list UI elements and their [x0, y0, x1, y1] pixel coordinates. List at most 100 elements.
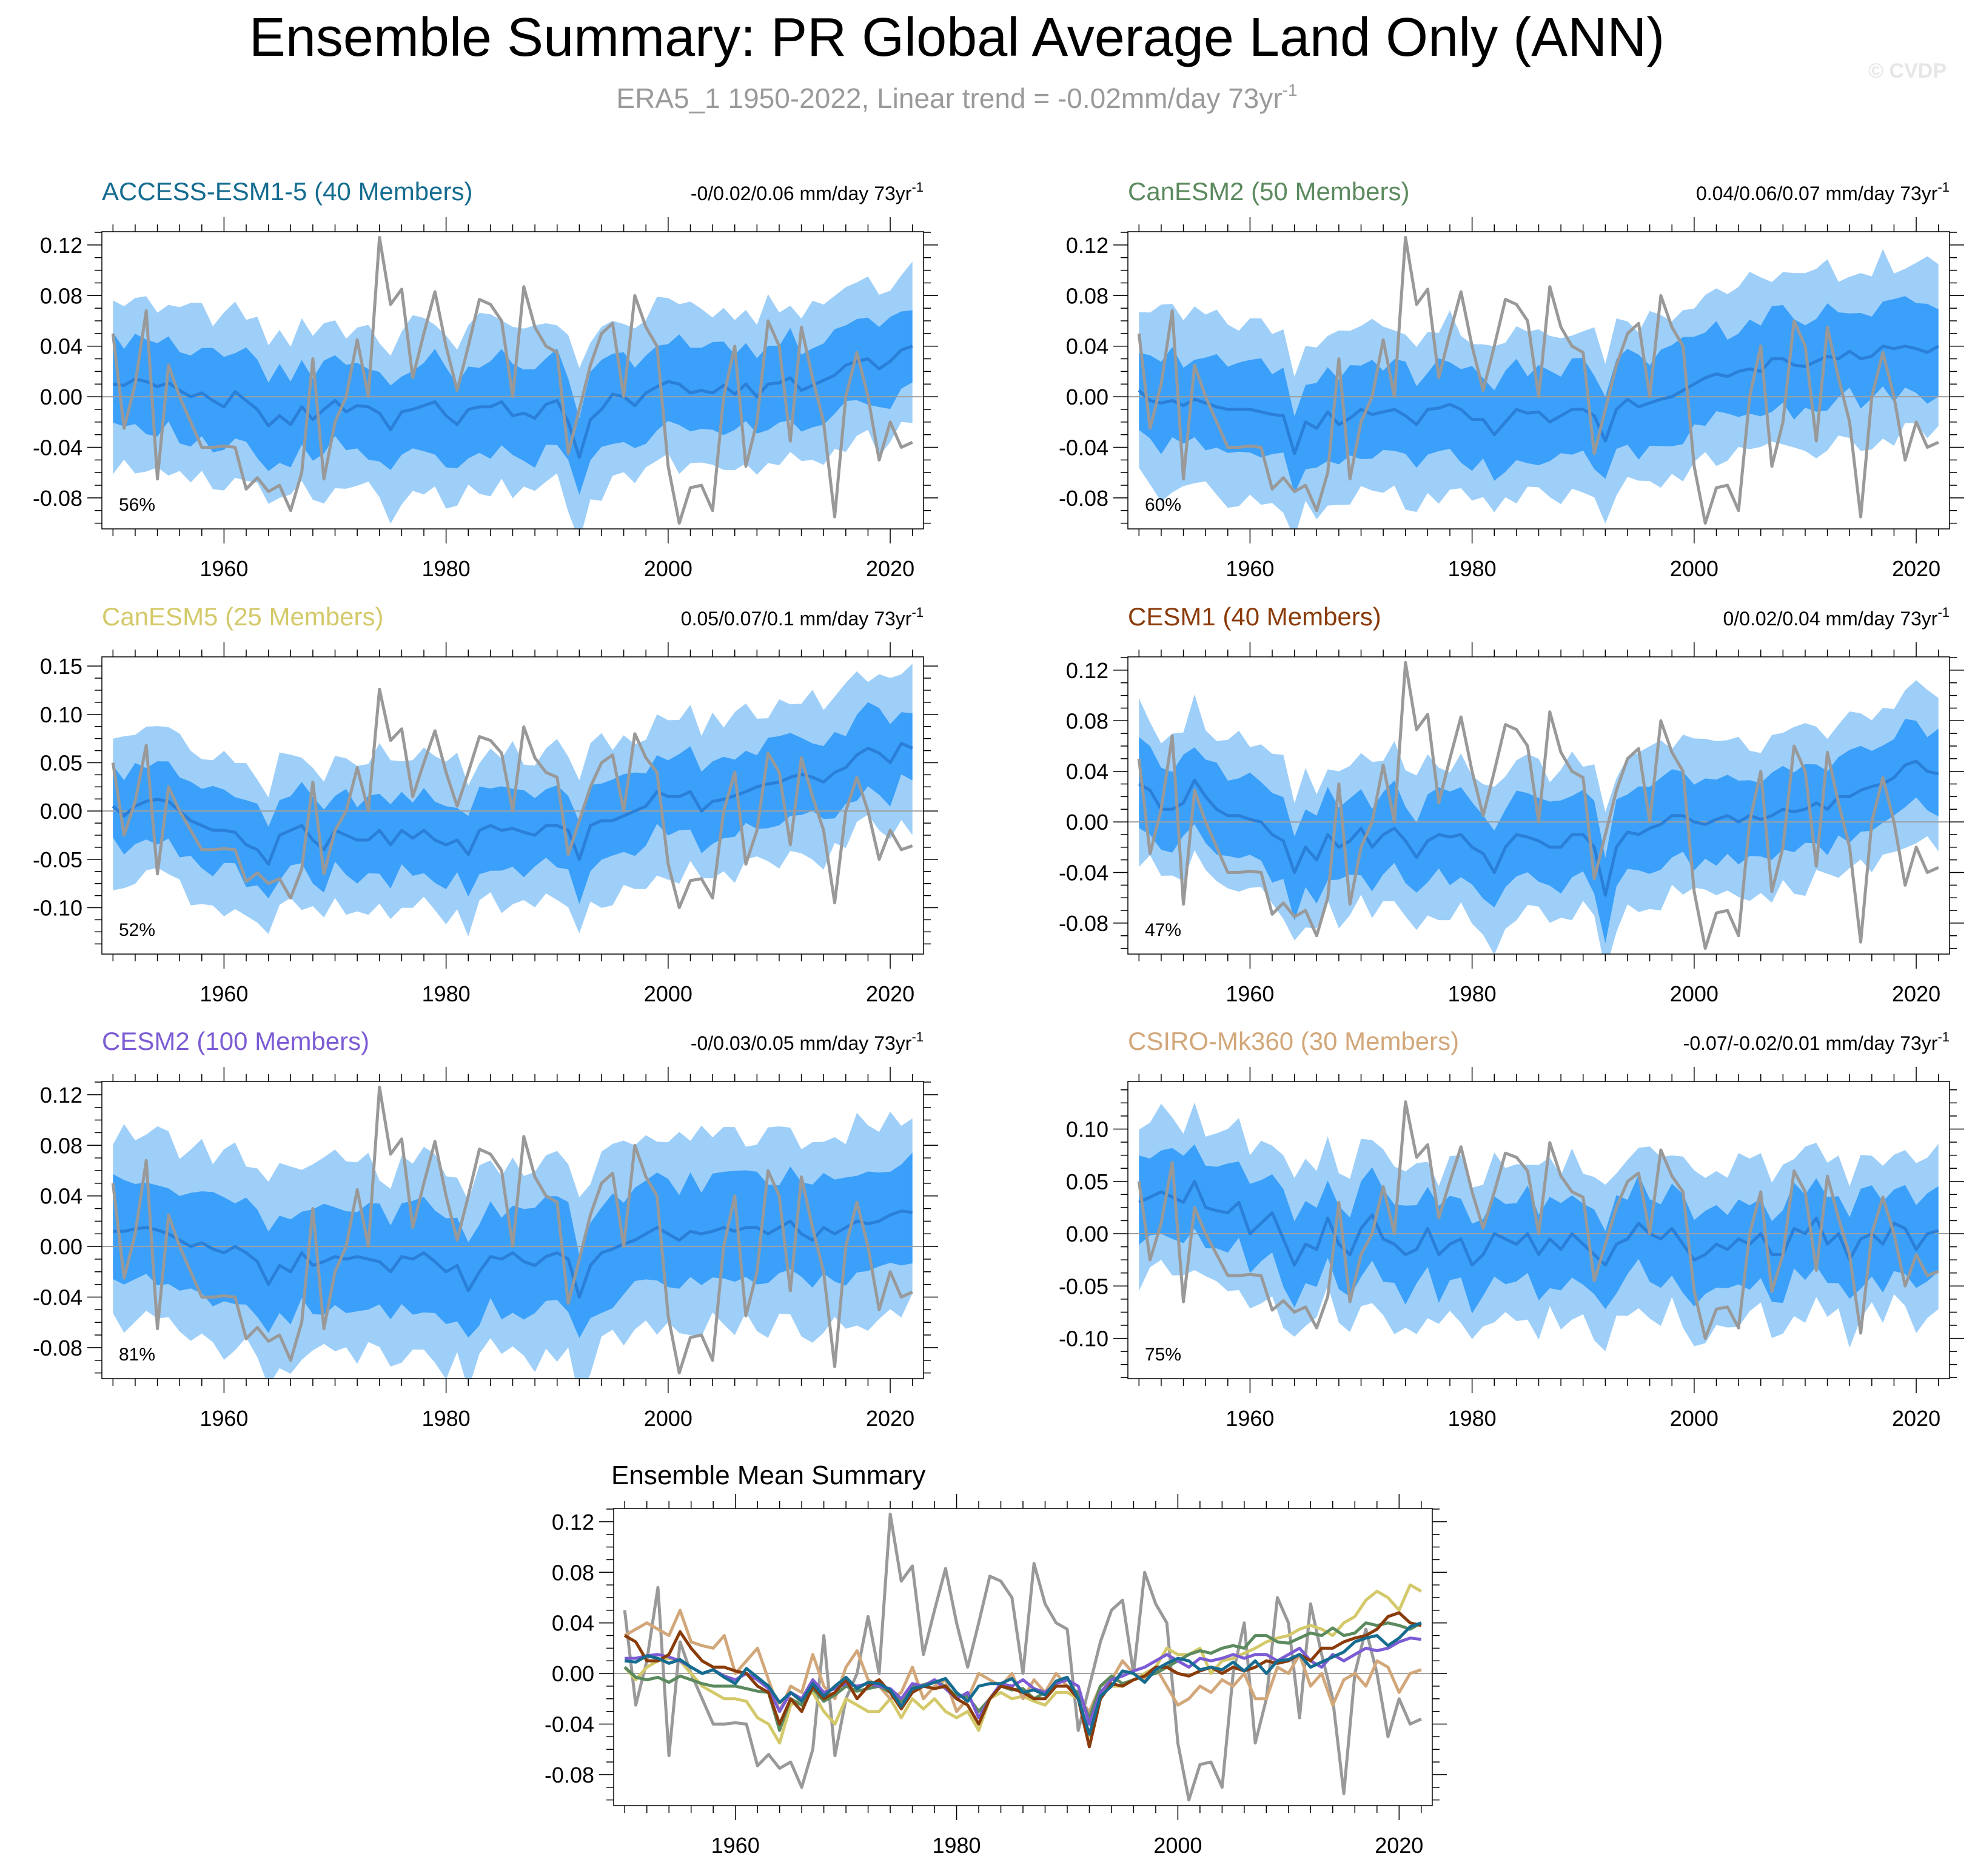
summary-y-tick-label: -0.04: [545, 1712, 594, 1737]
panel-4-plot-area: [1128, 661, 1950, 954]
panel-5-y-tick-label: 0.08: [40, 1133, 82, 1158]
page-subtitle: ERA5_1 1950-2022, Linear trend = -0.02mm…: [616, 81, 1297, 114]
summary-x-tick-label: 1980: [932, 1833, 981, 1858]
panel-1-trend-label: -0/0.02/0.06 mm/day 73yr-1: [691, 180, 924, 204]
panel-1-y-tick-label: 0.08: [40, 283, 82, 308]
summary-y-tick-label: 0.00: [552, 1661, 594, 1686]
panel-6-model-label: CSIRO-Mk360 (30 Members): [1128, 1027, 1459, 1055]
panel-6-plot-area: [1128, 1100, 1950, 1351]
panel-5-percent-label: 81%: [119, 1345, 155, 1365]
summary-y-tick-label: 0.12: [552, 1510, 594, 1535]
panel-3-trend-label: 0.05/0.07/0.1 mm/day 73yr-1: [681, 605, 924, 630]
panel-3-x-tick-label: 1980: [422, 981, 471, 1006]
panel-6-y-tick-label: 0.05: [1066, 1169, 1108, 1194]
panel-5-trend-label: -0/0.03/0.05 mm/day 73yr-1: [691, 1029, 924, 1054]
panel-5-trend-sup: -1: [911, 1029, 924, 1044]
panel-1-y-tick-label: 0.00: [40, 385, 82, 409]
panel-3-trend-sup: -1: [911, 605, 924, 620]
panel-1-trend-sup: -1: [911, 180, 924, 195]
page-title: Ensemble Summary: PR Global Average Land…: [249, 7, 1665, 68]
panel-1-model-label: ACCESS-ESM1-5 (40 Members): [102, 177, 472, 206]
panel-1-y-tick-label: 0.12: [40, 233, 82, 258]
panel-5: 1960 1980 2000 2020 0.12 0.08 0.04 0.00 -0.04 -0.…: [33, 1027, 938, 1431]
panel-4-inner-spread-band: [1139, 719, 1939, 944]
summary-x-tick-label: 2000: [1153, 1833, 1202, 1858]
panel-6-x-tick-label: 2020: [1892, 1406, 1940, 1431]
panel-1-ensemble-mean-line: [113, 345, 913, 459]
panel-4-x-tick-label: 1960: [1226, 981, 1274, 1006]
panel-2: 1960 1980 2000 2020 0.12 0.08 0.04 0.00 -0.04 -0.…: [1059, 177, 1964, 581]
panel-4-y-tick-label: 0.04: [1066, 759, 1108, 784]
panel-2-plot-area: [1128, 235, 1950, 529]
panel-2-trend-sup: -1: [1937, 180, 1950, 195]
panel-4-y-tick-label: 0.08: [1066, 708, 1108, 733]
panel-3-x-tick-label: 2020: [866, 981, 914, 1006]
panel-6-trend-text: -0.07/-0.02/0.01 mm/day 73yr: [1683, 1032, 1938, 1054]
panel-5-ensemble-mean-line: [113, 1209, 913, 1299]
panel-1-plot-area: [102, 235, 924, 529]
panel-4-percent-label: 47%: [1145, 920, 1181, 940]
panels-layer: 1960 1980 2000 2020 0.12 0.08 0.04 0.00 -0.04 -0.…: [33, 177, 1964, 1858]
summary-x-tick-label: 2020: [1375, 1833, 1423, 1858]
summary-ensemble-mean-5: [625, 1636, 1422, 1726]
panel-2-percent-label: 60%: [1145, 495, 1181, 515]
summary-ensemble-mean-6: [623, 1609, 1422, 1713]
panel-6-y-tick-label: -0.10: [1059, 1326, 1108, 1351]
panel-5-y-tick-label: -0.04: [33, 1285, 82, 1310]
panel-3-trend-text: 0.05/0.07/0.1 mm/day 73yr: [681, 608, 912, 630]
panel-5-model-label: CESM2 (100 Members): [102, 1027, 369, 1055]
panel-4-x-tick-label: 1980: [1448, 981, 1497, 1006]
panel-1-y-tick-label: -0.08: [33, 486, 82, 511]
summary-y-tick-label: 0.08: [552, 1560, 594, 1585]
panel-3-plot-area: [102, 664, 924, 936]
panel-2-x-tick-label: 2000: [1670, 556, 1718, 581]
panel-1-x-tick-label: 1980: [422, 556, 471, 581]
panel-4-trend-sup: -1: [1937, 605, 1950, 620]
panel-2-ensemble-mean-line: [1138, 345, 1939, 456]
panel-6: 1960 1980 2000 2020 0.10 0.05 0.00 -0.05 -0.10 CS…: [1059, 1027, 1964, 1431]
panel-1: 1960 1980 2000 2020 0.12 0.08 0.04 0.00 -0.04 -0.…: [33, 177, 938, 581]
panel-2-y-tick-label: -0.04: [1059, 435, 1108, 460]
panel-4-y-tick-label: 0.12: [1066, 658, 1108, 683]
summary-ensemble-mean-1: [624, 1621, 1422, 1736]
panel-4-y-tick-label: 0.00: [1066, 810, 1108, 835]
panel-6-y-tick-label: 0.10: [1066, 1117, 1108, 1142]
panel-3-model-label: CanESM5 (25 Members): [102, 602, 383, 631]
panel-1-inner-spread-band: [113, 310, 913, 495]
panel-2-y-tick-label: 0.12: [1066, 233, 1108, 258]
panel-3-y-tick-label: 0.15: [40, 654, 82, 679]
panel-4-x-tick-label: 2020: [1892, 981, 1940, 1006]
watermark: © CVDP: [1868, 59, 1946, 82]
panel-4-y-tick-label: -0.04: [1059, 861, 1108, 886]
panel-1-percent-label: 56%: [119, 495, 155, 515]
panel-4-y-tick-label: -0.08: [1059, 911, 1108, 936]
summary-plot-area: [614, 1512, 1432, 1802]
panel-3-y-tick-label: 0.00: [40, 799, 82, 824]
panel-3-y-tick-label: -0.10: [33, 896, 82, 921]
panel-5-y-tick-label: -0.08: [33, 1336, 82, 1360]
summary-observations-line: [623, 1512, 1422, 1802]
panel-5-x-tick-label: 1960: [200, 1406, 248, 1431]
summary-panel: 1960 1980 2000 2020 0.12 0.08 0.04 0.00 -0.04 -0.…: [545, 1461, 1447, 1858]
panel-6-observations-line: [1137, 1100, 1939, 1340]
panel-3-x-tick-label: 1960: [200, 981, 248, 1006]
panel-4-trend-label: 0/0.02/0.04 mm/day 73yr-1: [1723, 605, 1950, 630]
panel-3-y-tick-label: 0.05: [40, 750, 82, 775]
panel-6-x-tick-label: 2000: [1670, 1406, 1718, 1431]
panel-2-y-tick-label: -0.08: [1059, 486, 1108, 511]
panel-5-x-tick-label: 2000: [644, 1406, 692, 1431]
panel-2-y-tick-label: 0.08: [1066, 283, 1108, 308]
panel-4-ensemble-mean-line: [1138, 759, 1939, 897]
panel-1-x-tick-label: 2000: [644, 556, 692, 581]
panel-1-x-tick-label: 1960: [200, 556, 248, 581]
panel-6-percent-label: 75%: [1145, 1345, 1181, 1365]
panel-5-trend-text: -0/0.03/0.05 mm/day 73yr: [691, 1032, 912, 1054]
panel-5-plot-area: [102, 1085, 924, 1379]
summary-y-tick-label: 0.04: [552, 1611, 594, 1636]
panel-5-x-tick-label: 1980: [422, 1406, 471, 1431]
panel-2-observations-line: [1137, 235, 1939, 525]
panel-1-trend-text: -0/0.02/0.06 mm/day 73yr: [691, 183, 912, 204]
panel-1-observations-line: [111, 235, 913, 525]
panel-2-x-tick-label: 2020: [1892, 556, 1940, 581]
